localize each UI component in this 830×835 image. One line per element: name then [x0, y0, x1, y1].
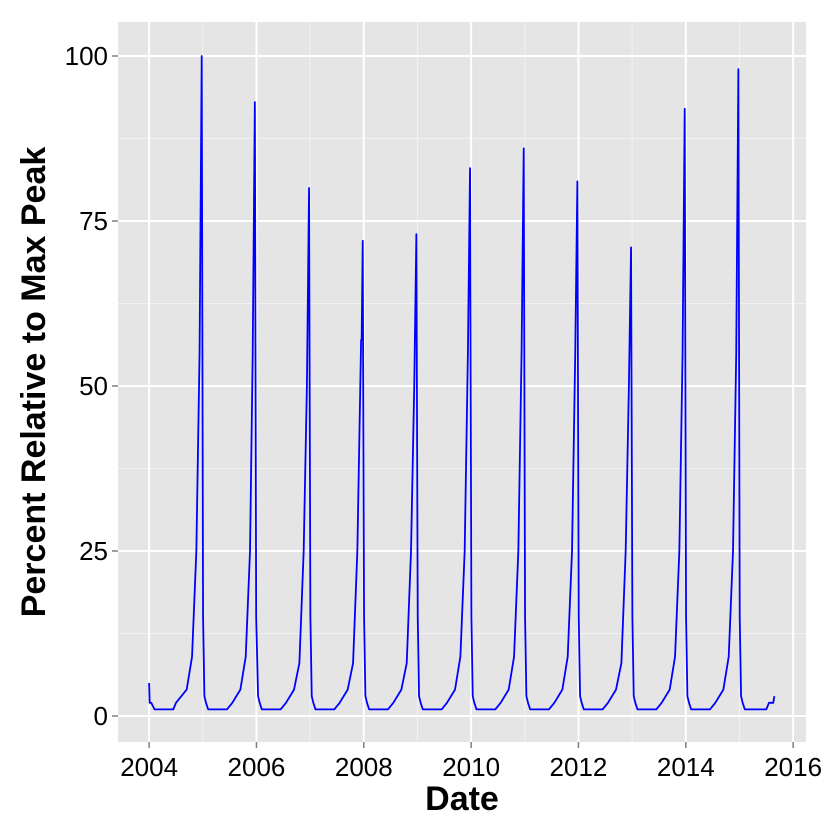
y-tick-label: 100 [65, 41, 108, 71]
data-line [148, 55, 776, 711]
y-tick-label: 0 [94, 701, 108, 731]
y-tick-label: 75 [79, 206, 108, 236]
y-axis-title: Percent Relative to Max Peak [15, 147, 53, 618]
x-tick-label: 2008 [335, 752, 393, 782]
x-tick-label: 2004 [120, 752, 178, 782]
x-tick-label: 2012 [550, 752, 608, 782]
x-axis-title: Date [425, 780, 499, 818]
x-tick-label: 2014 [657, 752, 715, 782]
x-tick-label: 2010 [442, 752, 500, 782]
x-tick-label: 2016 [764, 752, 822, 782]
x-tick-label: 2006 [228, 752, 286, 782]
y-tick-label: 50 [79, 371, 108, 401]
y-tick-label: 25 [79, 536, 108, 566]
